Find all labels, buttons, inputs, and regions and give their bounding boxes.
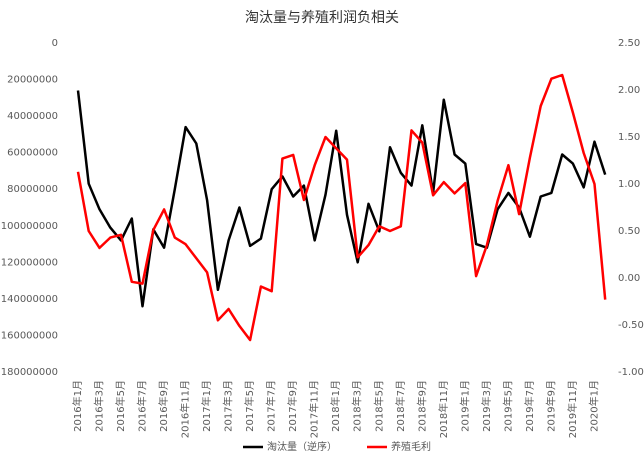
y-tick-label: 120000000 — [1, 257, 58, 268]
x-tick-label: 2016年1月 — [71, 380, 84, 432]
x-tick-label: 2018年9月 — [415, 380, 428, 432]
x-tick-label: 2018年11月 — [437, 380, 450, 438]
series-line — [76, 90, 607, 308]
y-tick-label: 0 — [52, 38, 58, 49]
x-tick-label: 2019年11月 — [566, 380, 579, 438]
x-tick-label: 2016年9月 — [157, 380, 170, 432]
x-tick-label: 2019年1月 — [458, 380, 471, 432]
x-tick-label: 2018年5月 — [372, 380, 385, 432]
y2-tick-label: 2.00 — [618, 85, 640, 96]
x-tick-label: 2017年3月 — [222, 380, 235, 432]
legend-label: 养殖毛利 — [391, 440, 431, 453]
y-tick-label: 140000000 — [1, 294, 58, 305]
y2-tick-label: 0.50 — [618, 226, 640, 237]
x-tick-label: 2018年1月 — [329, 380, 342, 432]
x-tick-label: 2018年7月 — [394, 380, 407, 432]
chart-title: 淘汰量与养殖利润负相关 — [245, 9, 399, 26]
x-tick-label: 2016年3月 — [93, 380, 106, 432]
y-tick-label: 60000000 — [7, 148, 58, 159]
legend-label: 淘汰量（逆序） — [267, 440, 337, 453]
x-tick-label: 2020年1月 — [587, 380, 600, 432]
x-tick-label: 2017年9月 — [286, 380, 299, 432]
x-tick-label: 2019年5月 — [501, 380, 514, 432]
y-tick-label: 80000000 — [7, 184, 58, 195]
x-tick-label: 2016年5月 — [114, 380, 127, 432]
y2-tick-label: 2.50 — [618, 38, 640, 49]
y2-tick-label: 1.50 — [618, 132, 640, 143]
y2-tick-label: -0.50 — [618, 320, 644, 331]
y-tick-label: 100000000 — [1, 221, 58, 232]
y-tick-label: 160000000 — [1, 330, 58, 341]
x-tick-label: 2017年11月 — [308, 380, 321, 438]
y2-tick-label: 1.00 — [618, 179, 640, 190]
x-tick-label: 2019年3月 — [480, 380, 493, 432]
x-tick-label: 2017年1月 — [200, 380, 213, 432]
x-tick-label: 2017年7月 — [265, 380, 278, 432]
x-tick-label: 2016年11月 — [179, 380, 192, 438]
x-tick-label: 2018年3月 — [351, 380, 364, 432]
y2-tick-label: -1.00 — [618, 367, 644, 378]
x-tick-label: 2019年9月 — [544, 380, 557, 432]
x-tick-label: 2019年7月 — [523, 380, 536, 432]
x-tick-label: 2017年5月 — [243, 380, 256, 432]
y-tick-label: 20000000 — [7, 75, 58, 86]
y-tick-label: 40000000 — [7, 111, 58, 122]
series-line — [76, 73, 607, 342]
x-tick-label: 2016年7月 — [136, 380, 149, 432]
y-tick-label: 180000000 — [1, 367, 58, 378]
y2-tick-label: 0.00 — [618, 273, 640, 284]
